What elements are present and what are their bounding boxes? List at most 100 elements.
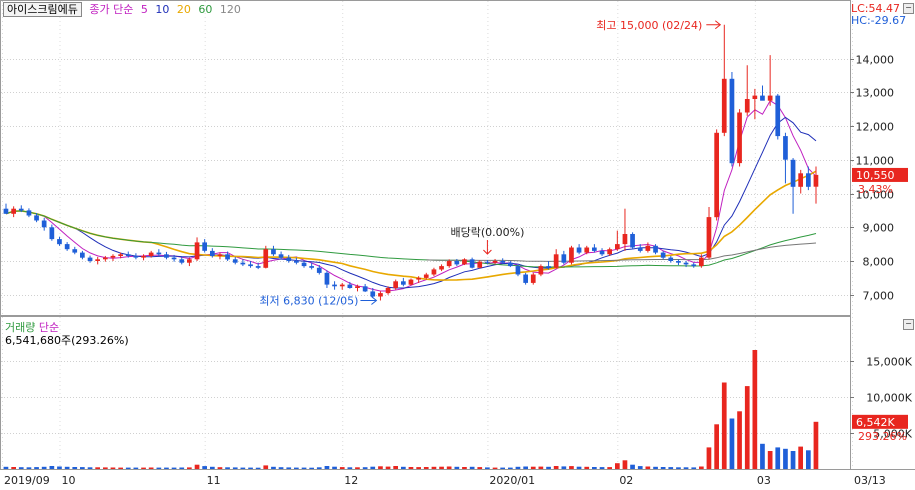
ma60-label: 60 — [198, 3, 213, 16]
candle-body — [469, 259, 475, 268]
ex-dividend-arrow — [483, 239, 492, 255]
high-arrow — [706, 20, 722, 30]
volume-bar — [179, 467, 185, 469]
candle-body — [309, 266, 314, 268]
candle-body — [615, 244, 620, 250]
candle-body — [133, 255, 139, 258]
volume-bar — [485, 467, 490, 469]
price-tick-label: 10,000 — [856, 189, 895, 202]
candle-body — [294, 261, 299, 263]
volume-bar — [141, 467, 146, 469]
candle-body — [286, 257, 292, 261]
volume-bar — [34, 467, 39, 469]
price-tick-label: 11,000 — [856, 155, 895, 168]
candle-body — [362, 286, 368, 292]
volume-bar — [760, 443, 765, 469]
candle-body — [546, 266, 551, 268]
lc-value: LC:54.47 — [851, 2, 901, 15]
candle-body — [385, 288, 391, 294]
price-panel-frame — [0, 0, 851, 316]
volume-bar — [446, 466, 452, 469]
candle-body — [202, 242, 207, 251]
ma20-label: 20 — [176, 3, 191, 16]
candle-body — [706, 217, 712, 258]
high-annotation: 최고 15,000 (02/24) — [596, 19, 702, 32]
ticker-name[interactable]: 아이스크림에듀 — [3, 2, 82, 17]
candle-body — [721, 78, 727, 133]
candle-body — [798, 173, 803, 187]
hc-value: HC:-29.67 — [851, 14, 907, 27]
candle-body — [806, 173, 811, 187]
price-tick-label: 13,000 — [856, 87, 895, 100]
candle-body — [637, 247, 643, 251]
candle-body — [355, 286, 360, 288]
x-tick-label: 03/13 — [854, 474, 886, 487]
collapse-icon[interactable]: − — [903, 3, 914, 14]
candle-body — [775, 95, 781, 137]
volume-bar — [133, 467, 139, 469]
volume-bar — [347, 467, 353, 469]
candle-body — [530, 274, 536, 283]
last-price-badge — [852, 167, 908, 182]
volume-bar — [569, 466, 574, 469]
volume-bar — [263, 465, 269, 469]
volume-bar — [676, 467, 681, 469]
volume-bar — [431, 466, 437, 469]
candle-body — [553, 254, 559, 268]
volume-bar — [500, 467, 505, 469]
x-tick-label: 12 — [344, 474, 358, 487]
volume-bar — [171, 467, 177, 469]
volume-bar — [592, 467, 597, 469]
ma5-label: 5 — [140, 3, 148, 16]
candle-body — [324, 272, 330, 285]
volume-bar — [538, 466, 544, 469]
volume-bar — [125, 467, 131, 469]
volume-bar — [607, 467, 612, 469]
candle-body — [49, 227, 55, 240]
volume-bar — [286, 467, 292, 469]
volume-bar — [523, 466, 528, 469]
volume-bar — [49, 466, 55, 469]
candle-body — [194, 242, 200, 260]
volume-bar — [752, 350, 758, 469]
candle-body — [668, 257, 674, 261]
volume-bar — [194, 464, 200, 469]
candle-body — [454, 261, 460, 265]
low-arrow — [360, 296, 378, 305]
volume-bar — [187, 467, 192, 469]
volume-collapse-icon[interactable]: − — [903, 319, 914, 330]
candle-body — [64, 244, 70, 250]
candle-body — [393, 281, 398, 289]
volume-bar — [217, 467, 223, 469]
candle-body — [630, 234, 635, 248]
candle-body — [11, 208, 16, 214]
volume-bar — [737, 411, 742, 469]
candle-body — [676, 261, 681, 263]
candle-body — [171, 257, 177, 260]
x-tick-label: 03 — [757, 474, 771, 487]
volume-bar — [462, 467, 467, 469]
candle-body — [569, 247, 574, 263]
grid-lines — [1, 1, 853, 469]
volume-bar — [393, 466, 398, 469]
candle-body — [523, 274, 528, 283]
volume-bar — [294, 467, 299, 469]
volume-bar — [653, 466, 658, 469]
volume-bar — [309, 467, 314, 469]
volume-bar — [355, 467, 360, 469]
volume-bar — [645, 466, 651, 469]
annotations: 최고 15,000 (02/24) 최저 6,830 (12/05) 배당락(0.0… — [259, 19, 908, 443]
volume-bar — [278, 467, 284, 469]
candle-body — [347, 284, 353, 288]
volume-tick-label: 10,000K — [866, 392, 912, 405]
volume-bar — [339, 467, 345, 469]
candle-body — [607, 249, 612, 255]
volume-bar — [316, 467, 322, 469]
volume-bar — [3, 466, 9, 469]
candle-body — [485, 261, 490, 263]
candle-body — [125, 254, 131, 256]
volume-bar — [416, 467, 421, 469]
candle-body — [217, 254, 223, 256]
x-tick-label: 10 — [61, 474, 75, 487]
